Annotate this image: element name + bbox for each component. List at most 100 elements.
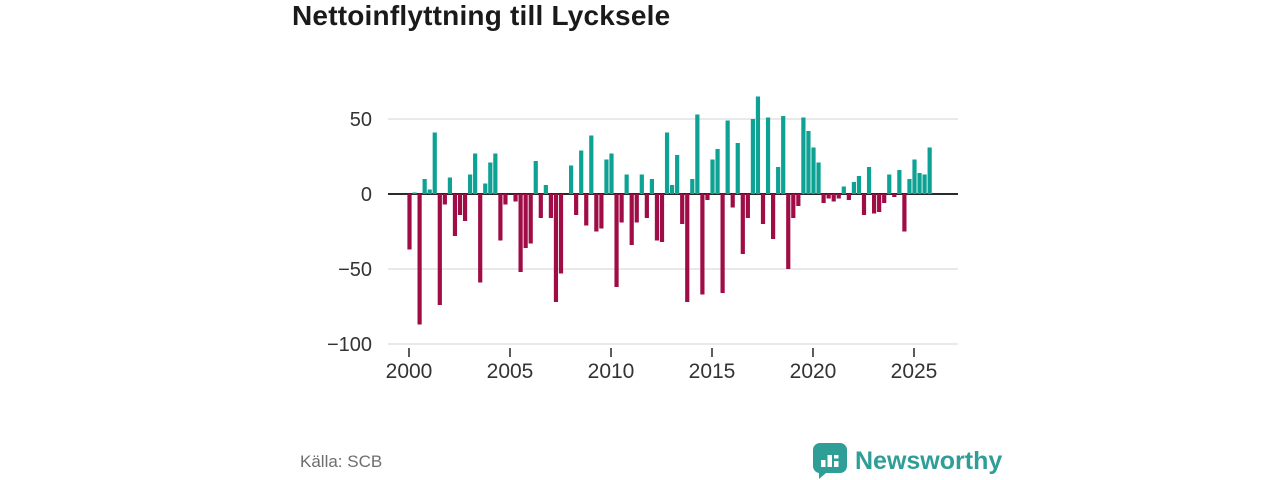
bar-negative (680, 194, 685, 224)
bar-positive (912, 159, 917, 194)
bar-negative (720, 194, 725, 293)
bar-negative (872, 194, 877, 214)
bar-positive (589, 135, 594, 194)
bar-positive (664, 132, 670, 194)
bar-positive (639, 174, 644, 194)
bar-negative (861, 194, 867, 215)
bar-negative (730, 194, 735, 208)
bar-positive (897, 170, 902, 194)
logo-dot-icon (834, 455, 839, 459)
bar-positive (604, 159, 609, 194)
source-note: Källa: SCB (300, 452, 383, 471)
bar-negative (882, 194, 887, 203)
bar-positive (493, 153, 498, 194)
logo-bar-icon (834, 461, 839, 467)
bar-positive (412, 192, 417, 194)
bar-negative (528, 194, 533, 244)
bar-positive (715, 149, 720, 194)
logo-bar-icon (821, 460, 826, 467)
bar-positive (624, 174, 629, 194)
bar-negative (760, 194, 766, 224)
bar-negative (892, 194, 897, 197)
bar-positive (887, 174, 892, 194)
bar-positive (781, 116, 786, 194)
bar-positive (483, 183, 488, 194)
bar-positive (755, 96, 761, 194)
bar-negative (902, 194, 907, 232)
bar-positive (922, 174, 927, 194)
bar-positive (816, 162, 821, 194)
bar-negative (629, 194, 634, 245)
bar-positive (927, 147, 932, 194)
bar-negative (786, 194, 791, 269)
bar-positive (473, 153, 478, 194)
bar-positive (569, 165, 574, 194)
bar-positive (811, 147, 816, 194)
y-axis-tick-label: 0 (361, 184, 372, 206)
bar-positive (907, 179, 912, 194)
bar-positive (725, 120, 730, 194)
bar-negative (740, 194, 745, 254)
bar-negative (705, 194, 710, 200)
bar-negative (846, 194, 851, 200)
bar-negative (619, 194, 624, 223)
bar-positive (710, 159, 715, 194)
bar-negative (644, 194, 649, 218)
bar-positive (690, 179, 695, 194)
bar-negative (513, 194, 518, 202)
bar-positive (866, 167, 872, 194)
bar-negative (634, 194, 639, 223)
bar-positive (735, 143, 740, 194)
bar-negative (538, 194, 543, 218)
bar-positive (750, 119, 755, 194)
bar-positive (776, 167, 781, 194)
bar-negative (548, 194, 553, 218)
bar-negative (518, 194, 523, 272)
bar-negative (457, 194, 463, 215)
bar-positive (543, 185, 548, 194)
bar-negative (523, 194, 528, 248)
bar-negative (877, 194, 882, 212)
bar-positive (422, 179, 427, 194)
bar-negative (437, 194, 442, 305)
x-axis-tick-label: 2010 (588, 360, 635, 383)
logo-bar-icon (827, 455, 832, 467)
bar-positive (856, 176, 862, 194)
bar-positive (488, 162, 493, 194)
bar-positive (851, 182, 856, 194)
bar-positive (806, 131, 811, 194)
bar-negative (685, 194, 690, 302)
bar-positive (765, 117, 771, 194)
bar-positive (801, 117, 806, 194)
bar-positive (695, 114, 700, 194)
bar-negative (584, 194, 589, 226)
bar-negative (462, 194, 468, 221)
bar-negative (821, 194, 826, 203)
bar-negative (659, 194, 665, 242)
bar-negative (836, 194, 841, 199)
bar-negative (498, 194, 503, 241)
y-axis-tick-label: −100 (327, 334, 372, 356)
bar-positive (447, 177, 452, 194)
bar-negative (558, 194, 564, 274)
bar-positive (468, 174, 473, 194)
bar-negative (553, 194, 559, 302)
bar-negative (417, 194, 422, 325)
x-axis-tick-label: 2015 (689, 360, 736, 383)
chart-title: Nettoinflyttning till Lycksele (292, 0, 671, 31)
x-axis-tick-label: 2000 (386, 360, 433, 383)
newsworthy-logo: Newsworthy (813, 443, 1002, 479)
bar-negative (599, 194, 604, 229)
bar-negative (831, 194, 836, 202)
y-axis-tick-label: 50 (350, 109, 372, 131)
bar-negative (442, 194, 447, 205)
bar-negative (503, 194, 508, 205)
newsworthy-logo-icon (813, 443, 847, 479)
bar-negative (700, 194, 705, 295)
bar-negative (791, 194, 796, 218)
y-axis-tick-label: −50 (338, 259, 372, 281)
bar-positive (579, 150, 584, 194)
bar-positive (917, 173, 922, 194)
